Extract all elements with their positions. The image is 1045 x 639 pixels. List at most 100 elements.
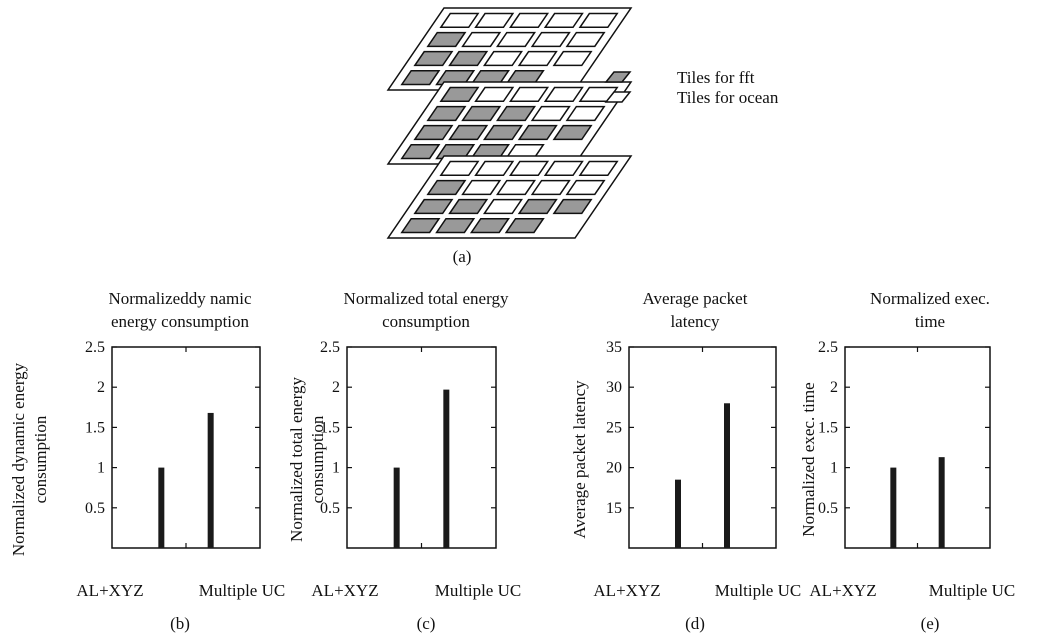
tile-ocean — [565, 31, 606, 48]
tile-fft — [426, 105, 467, 122]
tile-fft — [552, 124, 593, 141]
panel-label: (b) — [170, 614, 190, 633]
chart-c: Normalized total energyconsumption0.511.… — [287, 289, 521, 633]
tile-ocean — [530, 105, 571, 122]
y-tick-label: 2 — [332, 379, 340, 396]
tile-ocean — [495, 179, 537, 196]
y-tick-label: 1.5 — [320, 419, 340, 436]
plot-frame — [111, 346, 261, 549]
y-tick-label: 2 — [830, 379, 838, 396]
y-tick-label: 0.5 — [818, 500, 838, 517]
plot-frame — [628, 346, 777, 549]
tile-fft — [504, 217, 545, 234]
tile-ocean — [482, 50, 524, 67]
y-tick-label: 1 — [830, 460, 838, 477]
plot-frame — [346, 346, 497, 549]
tile-ocean — [509, 12, 550, 29]
y-tick-label: 1 — [97, 460, 105, 477]
tile-ocean — [474, 86, 515, 103]
tile-ocean — [530, 31, 571, 48]
tile-fft — [426, 31, 467, 48]
y-tick-label: 1.5 — [818, 419, 838, 436]
tile-ocean — [543, 160, 584, 177]
chart-title-line: consumption — [382, 312, 470, 331]
chart-d: Average packet latency 15 20 25 30 35 AL+XYZ Mul… — [570, 289, 801, 633]
tile-ocean — [565, 105, 606, 122]
tile-ocean — [461, 31, 502, 48]
x-category-label: Multiple UC — [715, 581, 801, 600]
panel-label: (e) — [921, 614, 940, 633]
tile-fft — [495, 105, 537, 122]
tile-fft — [448, 50, 489, 67]
y-tick-label: 2.5 — [818, 339, 838, 356]
tile-ocean — [565, 179, 606, 196]
tile-layer — [386, 81, 633, 165]
y-tick-label: 0.5 — [85, 500, 105, 517]
x-category-label: AL+XYZ — [809, 581, 876, 600]
chart-e: Normalized exec. time 0.5 1 1.5 2 2.5 AL+XYZ Mul… — [799, 289, 1015, 633]
tile-fft — [400, 69, 441, 86]
tile-ocean — [474, 160, 515, 177]
panel-label: (d) — [685, 614, 705, 633]
tile-fft — [517, 198, 558, 215]
y-axis-label: Normalized exec. time — [799, 382, 818, 536]
tile-ocean — [474, 12, 515, 29]
y-tick-label: 0.5 — [320, 500, 340, 517]
chart-title-line: Normalized exec. — [870, 289, 990, 308]
y-tick-label: 2.5 — [320, 339, 340, 356]
y-axis-label: Normalized total energy — [287, 377, 306, 542]
tile-layer — [386, 7, 633, 91]
y-tick-label: 15 — [606, 500, 622, 517]
panel-label: (c) — [417, 614, 436, 633]
panel-label-a: (a) — [453, 247, 472, 266]
chart-title-line: energy consumption — [111, 312, 250, 331]
chart-title-line: Normalizeddy namic — [108, 289, 251, 308]
y-tick-label: 1.5 — [85, 419, 105, 436]
tile-fft — [439, 86, 480, 103]
legend-label-fft: Tiles for fft — [677, 68, 755, 87]
y-tick-label: 35 — [606, 339, 622, 356]
y-tick-label: 2 — [97, 379, 105, 396]
bar-charts-row: Normalizeddy namic energy consumption 0.5 1… — [9, 289, 1015, 633]
x-category-label: AL+XYZ — [76, 581, 143, 600]
tile-ocean — [509, 86, 550, 103]
plot-frame — [844, 346, 991, 549]
y-axis-label: Average packet latency — [570, 380, 589, 539]
tile-ocean — [482, 198, 524, 215]
chart-title-line: Normalized total energy — [344, 289, 509, 308]
y-axis-label: Normalized dynamic energy — [9, 362, 28, 556]
tile-ocean — [543, 12, 584, 29]
y-axis-label: consumption — [308, 415, 327, 503]
bar — [675, 479, 681, 548]
tile-ocean — [439, 12, 480, 29]
tile-fft — [413, 198, 454, 215]
legend-label-ocean: Tiles for ocean — [677, 88, 779, 107]
tile-fft — [413, 50, 454, 67]
y-tick-label: 1 — [332, 460, 340, 477]
tile-fft — [426, 179, 467, 196]
legend-swatch-fft — [604, 71, 632, 83]
y-tick-label: 30 — [606, 379, 622, 396]
bar — [207, 412, 214, 548]
tile-fft — [400, 143, 441, 160]
bar — [158, 467, 165, 548]
tile-layer-plane — [386, 155, 633, 239]
tile-fft — [400, 217, 441, 234]
tile-layers-diagram — [386, 7, 633, 239]
tile-ocean — [543, 86, 584, 103]
tile-ocean — [578, 160, 619, 177]
tile-legend: Tiles for fft Tiles for ocean — [604, 68, 779, 107]
tile-ocean — [461, 179, 502, 196]
y-tick-label: 20 — [606, 460, 622, 477]
bar — [443, 389, 450, 548]
tile-ocean — [530, 179, 571, 196]
chart-title-line: Average packet — [643, 289, 748, 308]
tile-fft — [413, 124, 454, 141]
bar — [393, 467, 400, 548]
tile-fft — [461, 105, 502, 122]
bar — [724, 403, 730, 548]
bar — [890, 467, 897, 548]
legend-swatch-ocean — [604, 91, 632, 103]
tile-fft — [448, 124, 489, 141]
x-category-label: Multiple UC — [199, 581, 285, 600]
